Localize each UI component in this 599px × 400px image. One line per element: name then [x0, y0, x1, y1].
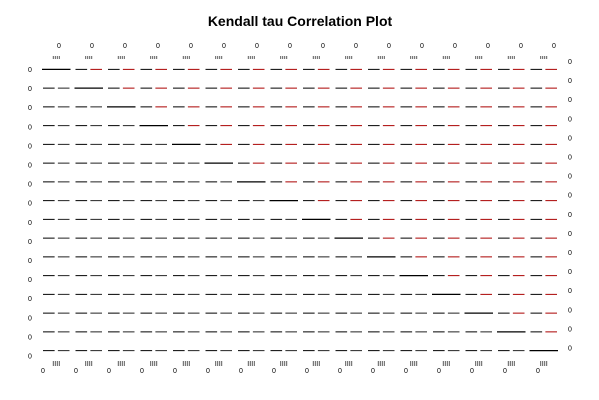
panel-grid: [42, 56, 558, 366]
bottom-tick-label: 0: [536, 368, 540, 375]
top-tick-label: 0: [90, 43, 94, 50]
top-tick-label: 0: [321, 43, 325, 50]
right-tick-label: 0: [568, 307, 572, 314]
bottom-tick-label: 0: [239, 368, 243, 375]
bottom-tick-label: 0: [305, 368, 309, 375]
top-tick-label: 0: [57, 43, 61, 50]
top-tick-label: 0: [189, 43, 193, 50]
chart-title: Kendall tau Correlation Plot: [208, 13, 393, 29]
left-tick-label: 0: [28, 239, 32, 246]
bottom-tick-label: 0: [470, 368, 474, 375]
right-tick-label: 0: [568, 59, 572, 66]
bottom-tick-label: 0: [206, 368, 210, 375]
bottom-tick-label: 0: [272, 368, 276, 375]
right-tick-label: 0: [568, 346, 572, 353]
right-tick-label: 0: [568, 288, 572, 295]
right-tick-label: 0: [568, 212, 572, 219]
bottom-tick-label: 0: [107, 368, 111, 375]
right-tick-label: 0: [568, 231, 572, 238]
left-tick-label: 0: [28, 105, 32, 112]
right-tick-label: 0: [568, 116, 572, 123]
top-tick-label: 0: [519, 43, 523, 50]
right-tick-label: 0: [568, 193, 572, 200]
top-tick-label: 0: [354, 43, 358, 50]
right-tick-label: 0: [568, 174, 572, 181]
bottom-tick-label: 0: [404, 368, 408, 375]
left-axis: 0 0 0 0 0 0 0 0 0 0 0 0 0 0 0 0: [28, 67, 32, 361]
left-tick-label: 0: [28, 354, 32, 361]
top-tick-label: 0: [156, 43, 160, 50]
bottom-tick-label: 0: [437, 368, 441, 375]
top-tick-label: 0: [123, 43, 127, 50]
right-tick-label: 0: [568, 135, 572, 142]
left-tick-label: 0: [28, 124, 32, 131]
left-tick-label: 0: [28, 143, 32, 150]
bottom-tick-label: 0: [41, 368, 45, 375]
top-tick-label: 0: [552, 43, 556, 50]
left-tick-label: 0: [28, 182, 32, 189]
top-tick-label: 0: [288, 43, 292, 50]
bottom-tick-label: 0: [371, 368, 375, 375]
bottom-tick-label: 0: [74, 368, 78, 375]
left-tick-label: 0: [28, 296, 32, 303]
top-axis: 0 0 0 0 0 0 0 0 0 0 0 0 0 0 0 0: [57, 43, 556, 50]
top-tick-label: 0: [420, 43, 424, 50]
top-tick-label: 0: [222, 43, 226, 50]
left-tick-label: 0: [28, 315, 32, 322]
bottom-axis: 0 0 0 0 0 0 0 0 0 0 0 0 0 0 0 0: [41, 368, 540, 375]
bottom-tick-label: 0: [338, 368, 342, 375]
right-tick-label: 0: [568, 269, 572, 276]
top-tick-label: 0: [387, 43, 391, 50]
right-tick-label: 0: [568, 155, 572, 162]
left-tick-label: 0: [28, 277, 32, 284]
left-tick-label: 0: [28, 258, 32, 265]
left-tick-label: 0: [28, 67, 32, 74]
left-tick-label: 0: [28, 220, 32, 227]
right-tick-label: 0: [568, 250, 572, 257]
top-tick-label: 0: [453, 43, 457, 50]
right-tick-label: 0: [568, 78, 572, 85]
top-tick-label: 0: [486, 43, 490, 50]
left-tick-label: 0: [28, 334, 32, 341]
right-tick-label: 0: [568, 326, 572, 333]
left-tick-label: 0: [28, 163, 32, 170]
bottom-tick-label: 0: [140, 368, 144, 375]
left-tick-label: 0: [28, 86, 32, 93]
right-tick-label: 0: [568, 97, 572, 104]
right-axis: 0 0 0 0 0 0 0 0 0 0 0 0 0 0 0 0: [568, 59, 572, 353]
left-tick-label: 0: [28, 201, 32, 208]
top-tick-label: 0: [255, 43, 259, 50]
bottom-tick-label: 0: [503, 368, 507, 375]
bottom-tick-label: 0: [173, 368, 177, 375]
